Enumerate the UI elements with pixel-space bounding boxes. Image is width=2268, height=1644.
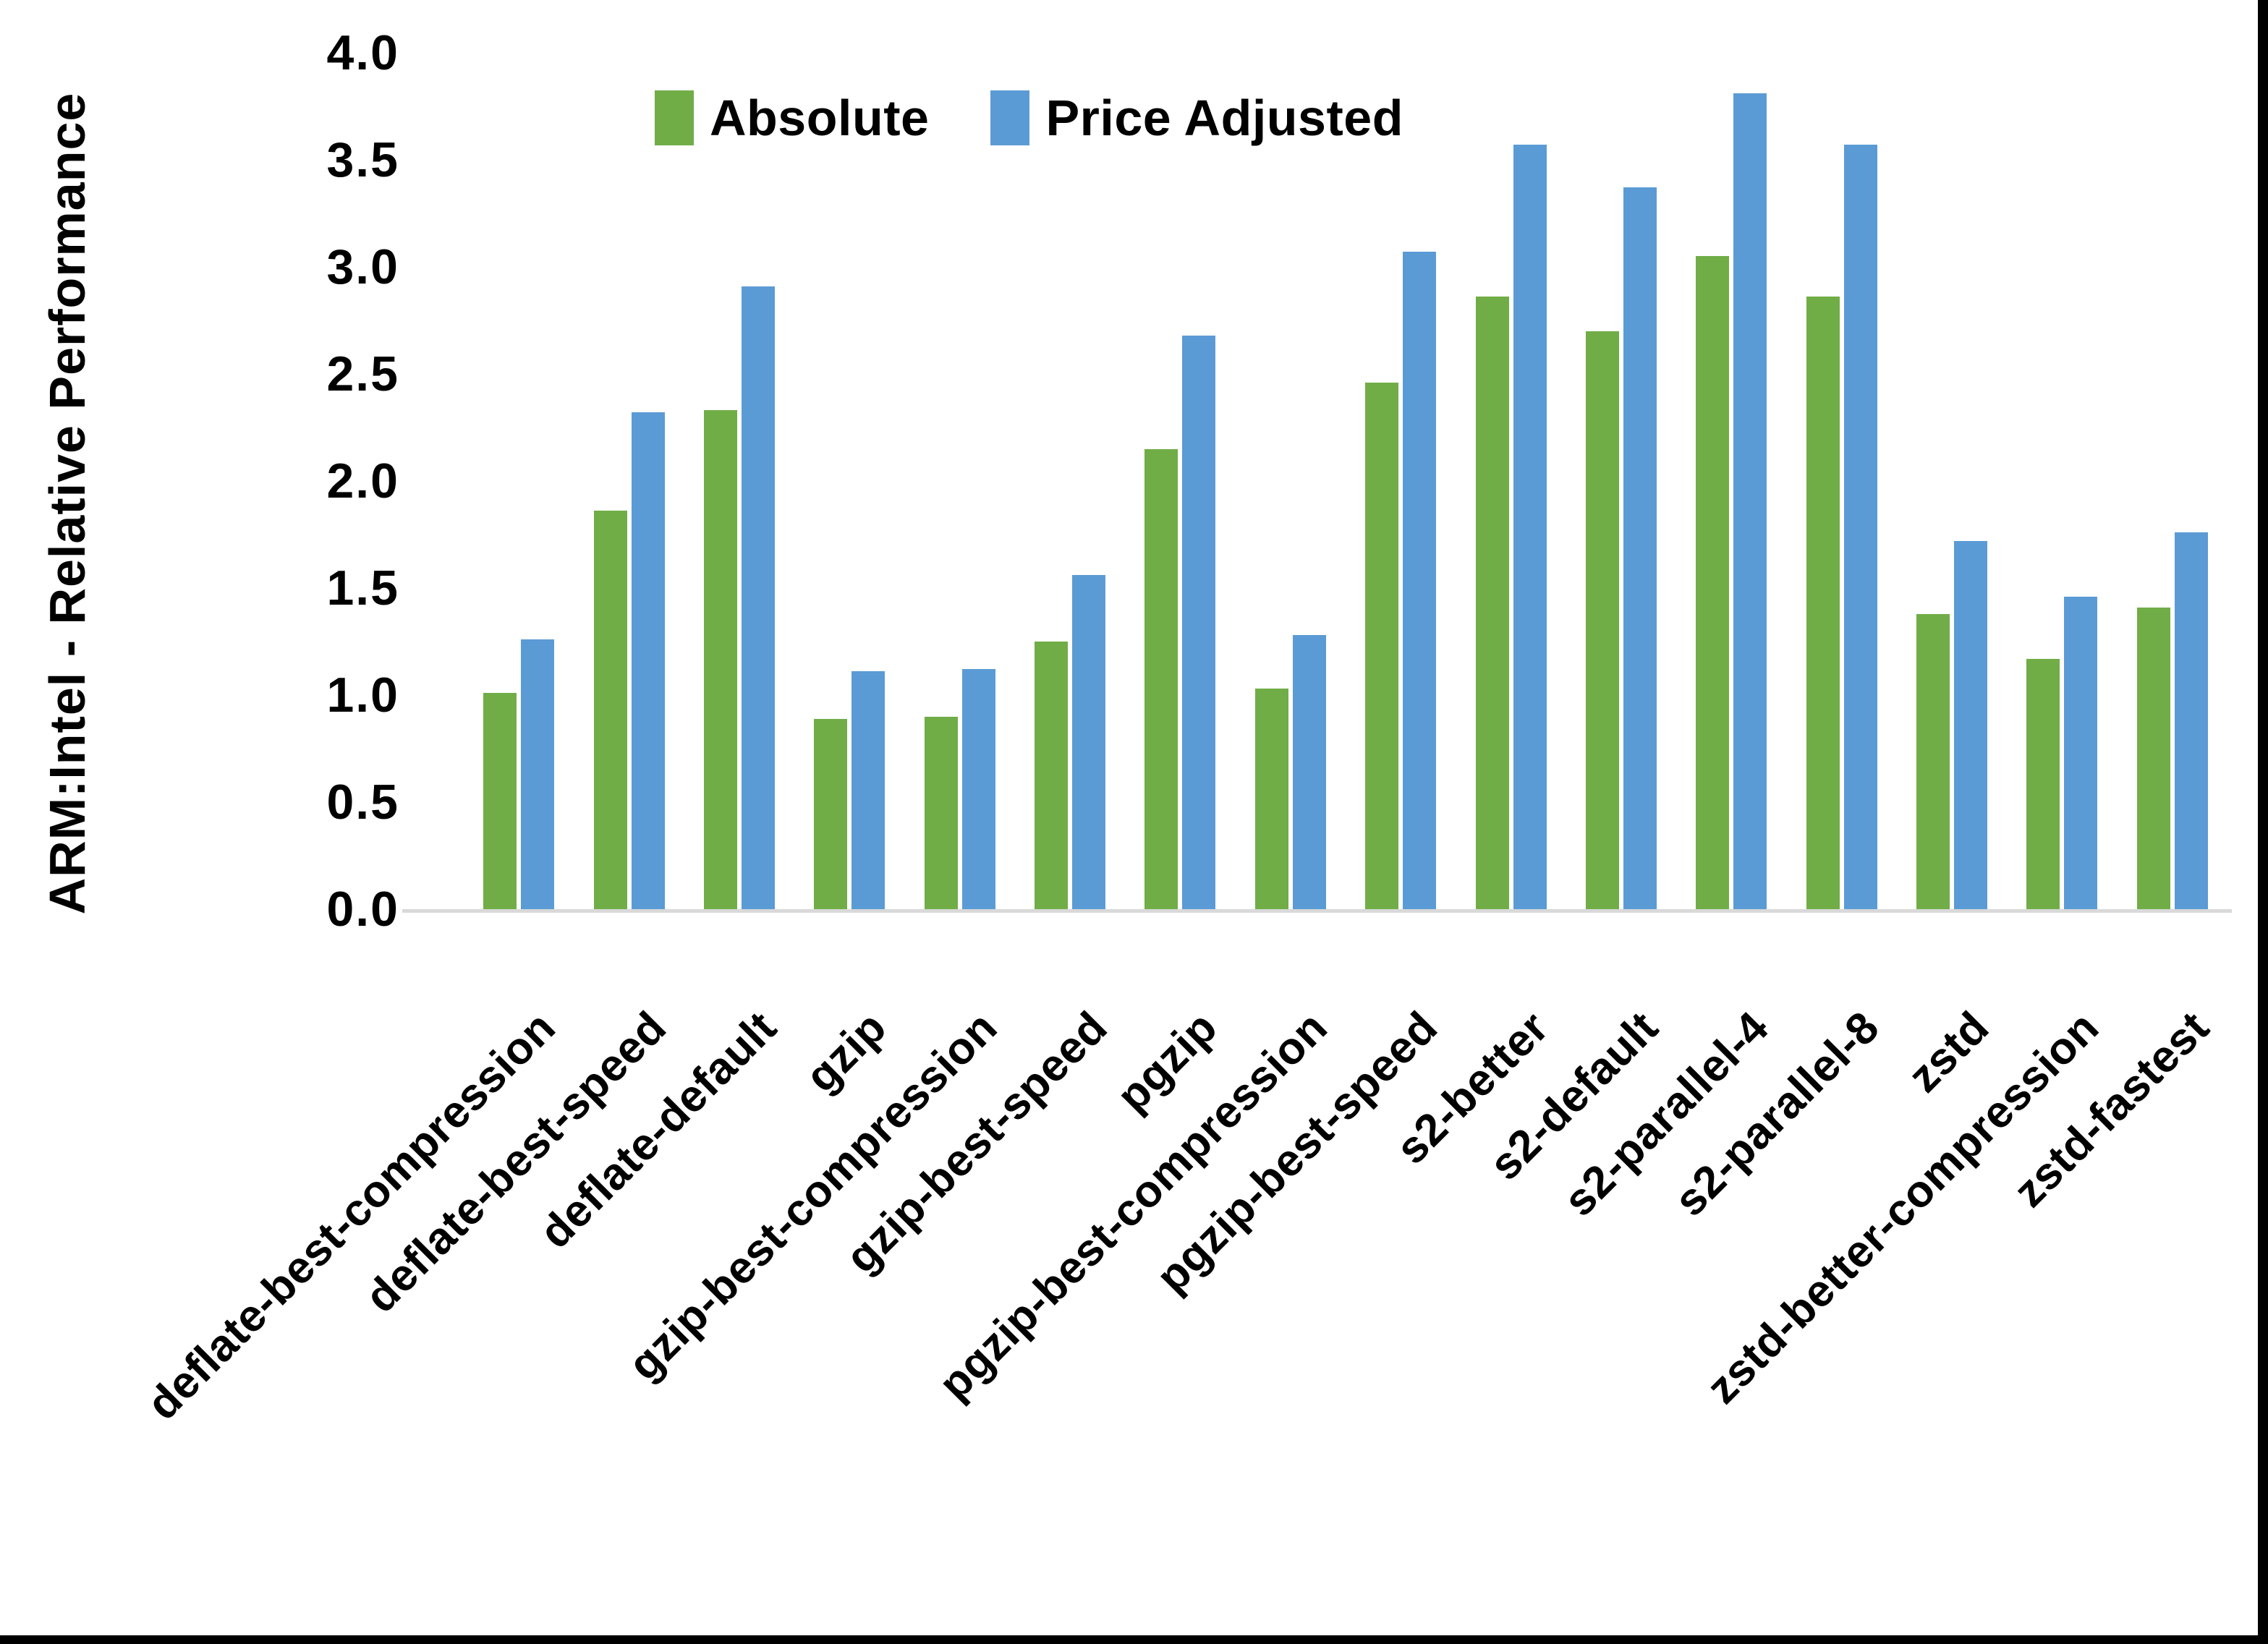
bar-price-adjusted-s2-parallel-8 <box>1844 145 1877 909</box>
bar-price-adjusted-s2-better <box>1513 145 1547 909</box>
legend-label-absolute: Absolute <box>710 90 930 146</box>
bar-absolute-pgzip-best-speed <box>1365 383 1398 909</box>
bar-price-adjusted-deflate-default <box>742 286 775 909</box>
x-category-label-gzip: gzip <box>796 1002 896 1102</box>
bar-absolute-deflate-default <box>704 410 737 909</box>
y-tick-label-1.0: 1.0 <box>326 668 399 723</box>
bar-absolute-s2-better <box>1476 297 1509 909</box>
bar-absolute-gzip <box>814 719 847 909</box>
bar-price-adjusted-pgzip <box>1182 336 1215 909</box>
bar-price-adjusted-gzip-best-compression <box>962 669 995 909</box>
bar-absolute-s2-parallel-4 <box>1696 256 1729 909</box>
y-tick-label-4.0: 4.0 <box>326 25 399 80</box>
legend-item-absolute: Absolute <box>655 89 929 147</box>
bar-price-adjusted-zstd-fastest <box>2175 532 2208 909</box>
bar-price-adjusted-pgzip-best-speed <box>1403 252 1436 909</box>
y-tick-label-0.0: 0.0 <box>326 882 399 937</box>
bar-price-adjusted-zstd <box>1954 541 1987 909</box>
bar-absolute-deflate-best-compression <box>483 693 517 909</box>
bar-absolute-gzip-best-speed <box>1035 642 1068 909</box>
y-tick-label-1.5: 1.5 <box>326 561 399 616</box>
bar-price-adjusted-deflate-best-compression <box>521 639 554 909</box>
legend-item-price-adjusted: Price Adjusted <box>990 89 1403 147</box>
bar-price-adjusted-s2-parallel-4 <box>1733 93 1767 909</box>
screenshot-bottom-edge-strip <box>0 1635 2268 1644</box>
y-tick-label-0.5: 0.5 <box>326 775 399 830</box>
bar-absolute-zstd-fastest <box>2137 608 2170 909</box>
bar-absolute-pgzip <box>1144 449 1178 909</box>
bar-absolute-deflate-best-speed <box>594 511 627 909</box>
bar-price-adjusted-gzip <box>851 671 885 909</box>
bar-absolute-zstd <box>1916 614 1950 909</box>
legend: Absolute Price Adjusted <box>655 85 1465 150</box>
y-tick-label-2.5: 2.5 <box>326 346 399 401</box>
bar-price-adjusted-zstd-better-compression <box>2064 597 2097 909</box>
y-axis-title: ARM:Intel - Relative Performance <box>39 92 95 915</box>
bar-price-adjusted-pgzip-best-compression <box>1293 635 1326 909</box>
legend-swatch-price-adjusted <box>990 90 1030 145</box>
x-axis-line <box>402 909 2232 913</box>
screenshot-right-edge-strip <box>2258 0 2268 1644</box>
y-tick-label-3.0: 3.0 <box>326 239 399 294</box>
legend-swatch-absolute <box>655 90 694 145</box>
bar-price-adjusted-gzip-best-speed <box>1072 575 1105 909</box>
y-tick-label-3.5: 3.5 <box>326 132 399 187</box>
legend-label-price-adjusted: Price Adjusted <box>1045 90 1403 146</box>
bar-price-adjusted-s2-default <box>1623 187 1657 909</box>
x-category-label-zstd: zstd <box>1898 1002 1999 1102</box>
bar-absolute-zstd-better-compression <box>2026 659 2060 909</box>
bar-absolute-s2-default <box>1586 331 1619 909</box>
x-category-label-deflate-best-compression: deflate-best-compression <box>137 1002 566 1430</box>
bar-absolute-pgzip-best-compression <box>1255 689 1288 909</box>
y-tick-label-2.0: 2.0 <box>326 453 399 508</box>
bar-absolute-gzip-best-compression <box>925 717 958 909</box>
bar-absolute-s2-parallel-8 <box>1806 297 1840 909</box>
bar-price-adjusted-deflate-best-speed <box>632 412 665 909</box>
